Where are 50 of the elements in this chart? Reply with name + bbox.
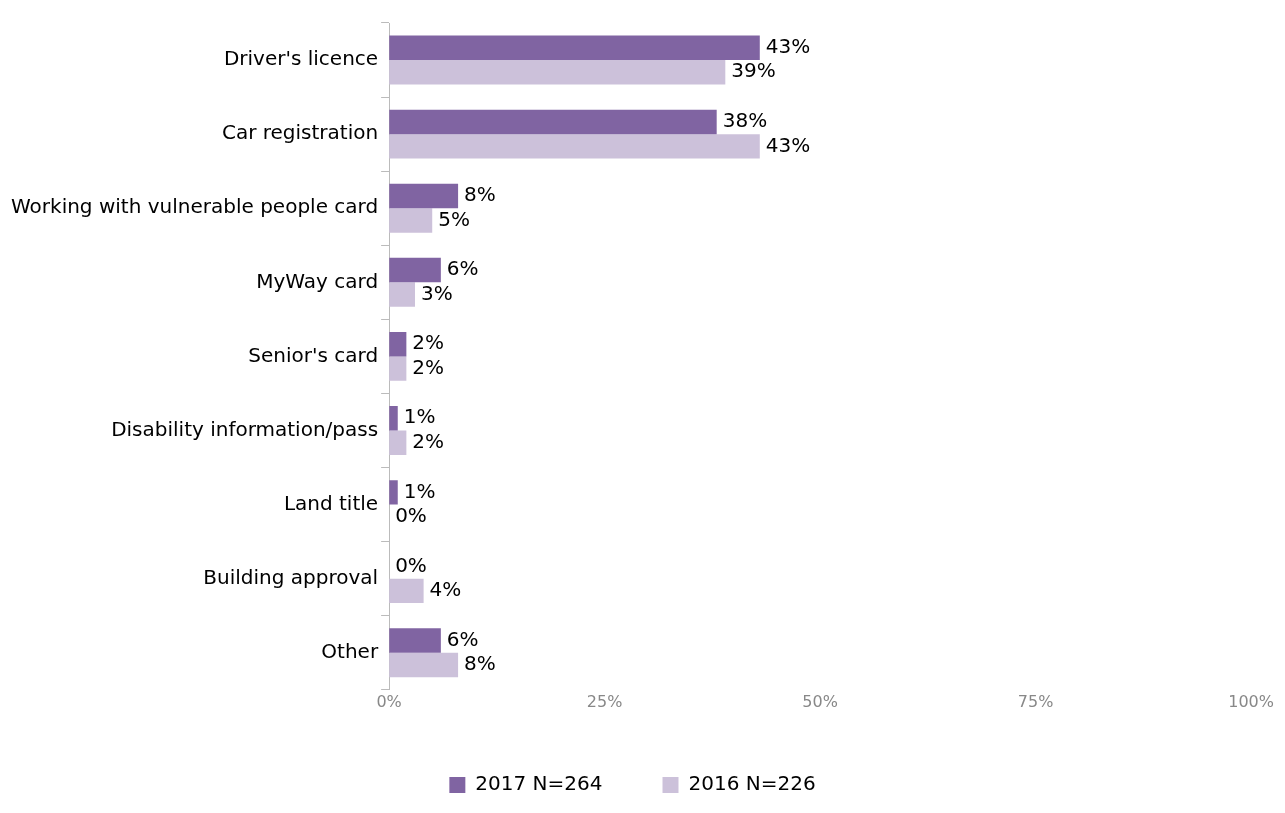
data-label: 1% — [403, 404, 436, 429]
bar — [389, 109, 717, 135]
y-tick-label: Other — [321, 638, 379, 663]
bar — [389, 35, 760, 61]
data-label: 2% — [412, 330, 445, 355]
bar — [389, 406, 398, 431]
bar — [389, 282, 415, 307]
bar — [389, 480, 398, 505]
y-tick-label: Disability information/pass — [111, 416, 379, 441]
bar — [389, 628, 441, 653]
data-label: 6% — [446, 256, 479, 281]
data-label: 2% — [412, 354, 445, 379]
bar — [389, 356, 407, 381]
data-label: 2% — [412, 428, 445, 453]
y-tick-label: Senior's card — [248, 342, 379, 367]
bar — [389, 430, 407, 455]
y-tick-label: MyWay card — [256, 268, 379, 293]
bar — [389, 60, 726, 85]
data-label: 1% — [403, 478, 436, 503]
y-tick-label: Driver's licence — [223, 46, 379, 71]
x-tick-label: 75% — [1017, 691, 1054, 711]
y-tick-label: Working with vulnerable people card — [10, 194, 379, 219]
bar — [389, 578, 424, 604]
y-tick-label: Building approval — [203, 564, 379, 589]
data-label: 0% — [395, 503, 427, 528]
data-label: 3% — [420, 280, 453, 305]
legend-label: 2016 N=226 — [688, 771, 816, 796]
data-label: 38% — [722, 108, 768, 133]
bar — [389, 331, 407, 357]
bar — [389, 208, 433, 233]
data-label: 8% — [464, 182, 496, 207]
data-label: 43% — [765, 132, 811, 157]
x-tick-label: 100% — [1228, 691, 1274, 711]
data-label: 5% — [438, 206, 470, 231]
x-tick-label: 25% — [586, 691, 623, 711]
data-label: 4% — [429, 577, 462, 602]
bar — [389, 134, 760, 159]
x-tick-label: 0% — [376, 691, 402, 711]
bar — [389, 652, 459, 678]
data-label: 8% — [464, 651, 496, 676]
data-label: 39% — [731, 58, 776, 83]
y-tick-label: Land title — [283, 490, 379, 515]
data-label: 6% — [446, 626, 479, 651]
bar — [389, 257, 441, 283]
bar — [389, 183, 459, 209]
data-label: 43% — [765, 34, 811, 59]
data-label: 0% — [395, 552, 427, 577]
y-tick-label: Car registration — [221, 120, 379, 145]
legend-label: 2017 N=264 — [475, 771, 603, 796]
x-tick-label: 50% — [802, 691, 838, 711]
